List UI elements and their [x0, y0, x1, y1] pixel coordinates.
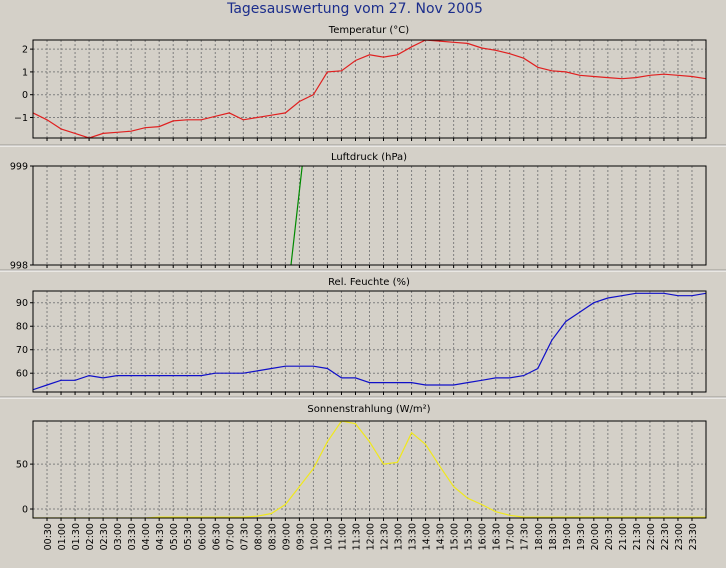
x-tick-label: 17:00	[506, 523, 517, 550]
x-tick-label: 05:30	[183, 523, 194, 550]
x-tick-label: 00:30	[43, 523, 54, 550]
series-line	[33, 421, 706, 518]
chart-panel-2: Luftdruck (hPa) 998 999	[10, 152, 707, 272]
x-tick-label: 05:00	[169, 523, 180, 550]
y-tick-label: 0	[22, 505, 28, 516]
x-tick-label: 07:30	[239, 523, 250, 550]
x-tick-label: 02:00	[85, 523, 96, 550]
x-tick-label: 19:00	[562, 523, 573, 550]
x-tick-label: 09:00	[281, 523, 292, 550]
x-tick-label: 15:30	[464, 523, 475, 550]
page-title: Tagesauswertung vom 27. Nov 2005	[226, 1, 483, 17]
x-tick-label: 08:30	[267, 523, 278, 550]
y-tick-label: 60	[16, 369, 28, 380]
series-line	[33, 292, 706, 391]
x-tick-label: 04:00	[141, 523, 152, 550]
x-tick-label: 03:00	[113, 523, 124, 550]
x-tick-label: 12:00	[366, 523, 377, 550]
y-tick-label: 80	[16, 322, 28, 333]
x-tick-label: 13:30	[408, 523, 419, 550]
x-tick-label: 20:30	[604, 523, 615, 550]
chart-panel-4: Sonnenstrahlung (W/m²) 0 50 00:30 01:00 01:30…	[16, 404, 707, 550]
x-tick-label: 17:30	[520, 523, 531, 550]
time-axis: 00:30 01:00 01:30 02:00 02:30 03:00 03:30 04:00…	[43, 523, 699, 550]
x-tick-label: 10:00	[309, 523, 320, 550]
x-tick-label: 20:00	[590, 523, 601, 550]
x-tick-label: 06:00	[197, 523, 208, 550]
x-tick-label: 06:30	[211, 523, 222, 550]
x-tick-label: 18:00	[534, 523, 545, 550]
chart-title: Temperatur (°C)	[328, 25, 409, 36]
y-tick-label: 90	[16, 298, 28, 309]
x-tick-label: 16:30	[492, 523, 503, 550]
x-tick-label: 10:30	[323, 523, 334, 550]
x-tick-label: 18:30	[548, 523, 559, 550]
y-tick-label: 0	[22, 90, 28, 101]
x-tick-label: 23:00	[674, 523, 685, 550]
chart-title: Sonnenstrahlung (W/m²)	[307, 404, 430, 415]
x-tick-label: 02:30	[99, 523, 110, 550]
x-tick-label: 01:30	[71, 523, 82, 550]
y-tick-label: 50	[16, 460, 28, 471]
x-tick-label: 01:00	[57, 523, 68, 550]
series-line	[33, 40, 706, 138]
x-tick-label: 03:30	[127, 523, 138, 550]
x-tick-label: 14:00	[422, 523, 433, 550]
x-tick-label: 04:30	[155, 523, 166, 550]
x-tick-label: 09:30	[295, 523, 306, 550]
y-tick-label: 999	[10, 162, 28, 173]
series-line	[290, 166, 303, 265]
y-tick-label: 70	[16, 345, 28, 356]
x-tick-label: 14:30	[436, 523, 447, 550]
x-tick-label: 21:00	[618, 523, 629, 550]
y-tick-label: 2	[22, 45, 28, 56]
x-tick-label: 22:00	[646, 523, 657, 550]
y-tick-label: 1	[22, 67, 28, 78]
x-tick-label: 15:00	[450, 523, 461, 550]
x-tick-label: 16:00	[478, 523, 489, 550]
x-tick-label: 08:00	[253, 523, 264, 550]
x-tick-label: 19:30	[576, 523, 587, 550]
y-tick-label: −1	[14, 113, 28, 124]
y-tick-label: 998	[10, 261, 28, 272]
x-tick-label: 11:30	[351, 523, 362, 550]
chart-title: Rel. Feuchte (%)	[328, 277, 410, 288]
x-tick-label: 11:00	[337, 523, 348, 550]
x-tick-label: 07:00	[225, 523, 236, 550]
x-tick-label: 12:30	[380, 523, 391, 550]
x-tick-label: 22:30	[660, 523, 671, 550]
chart-title: Luftdruck (hPa)	[331, 152, 407, 163]
chart-panel-3: Rel. Feuchte (%) 60 70 80 90	[16, 277, 707, 395]
x-tick-label: 23:30	[688, 523, 699, 550]
x-tick-label: 13:00	[394, 523, 405, 550]
chart-panel-1: Temperatur (°C) −1 0 1 2	[14, 25, 707, 141]
x-tick-label: 21:30	[632, 523, 643, 550]
